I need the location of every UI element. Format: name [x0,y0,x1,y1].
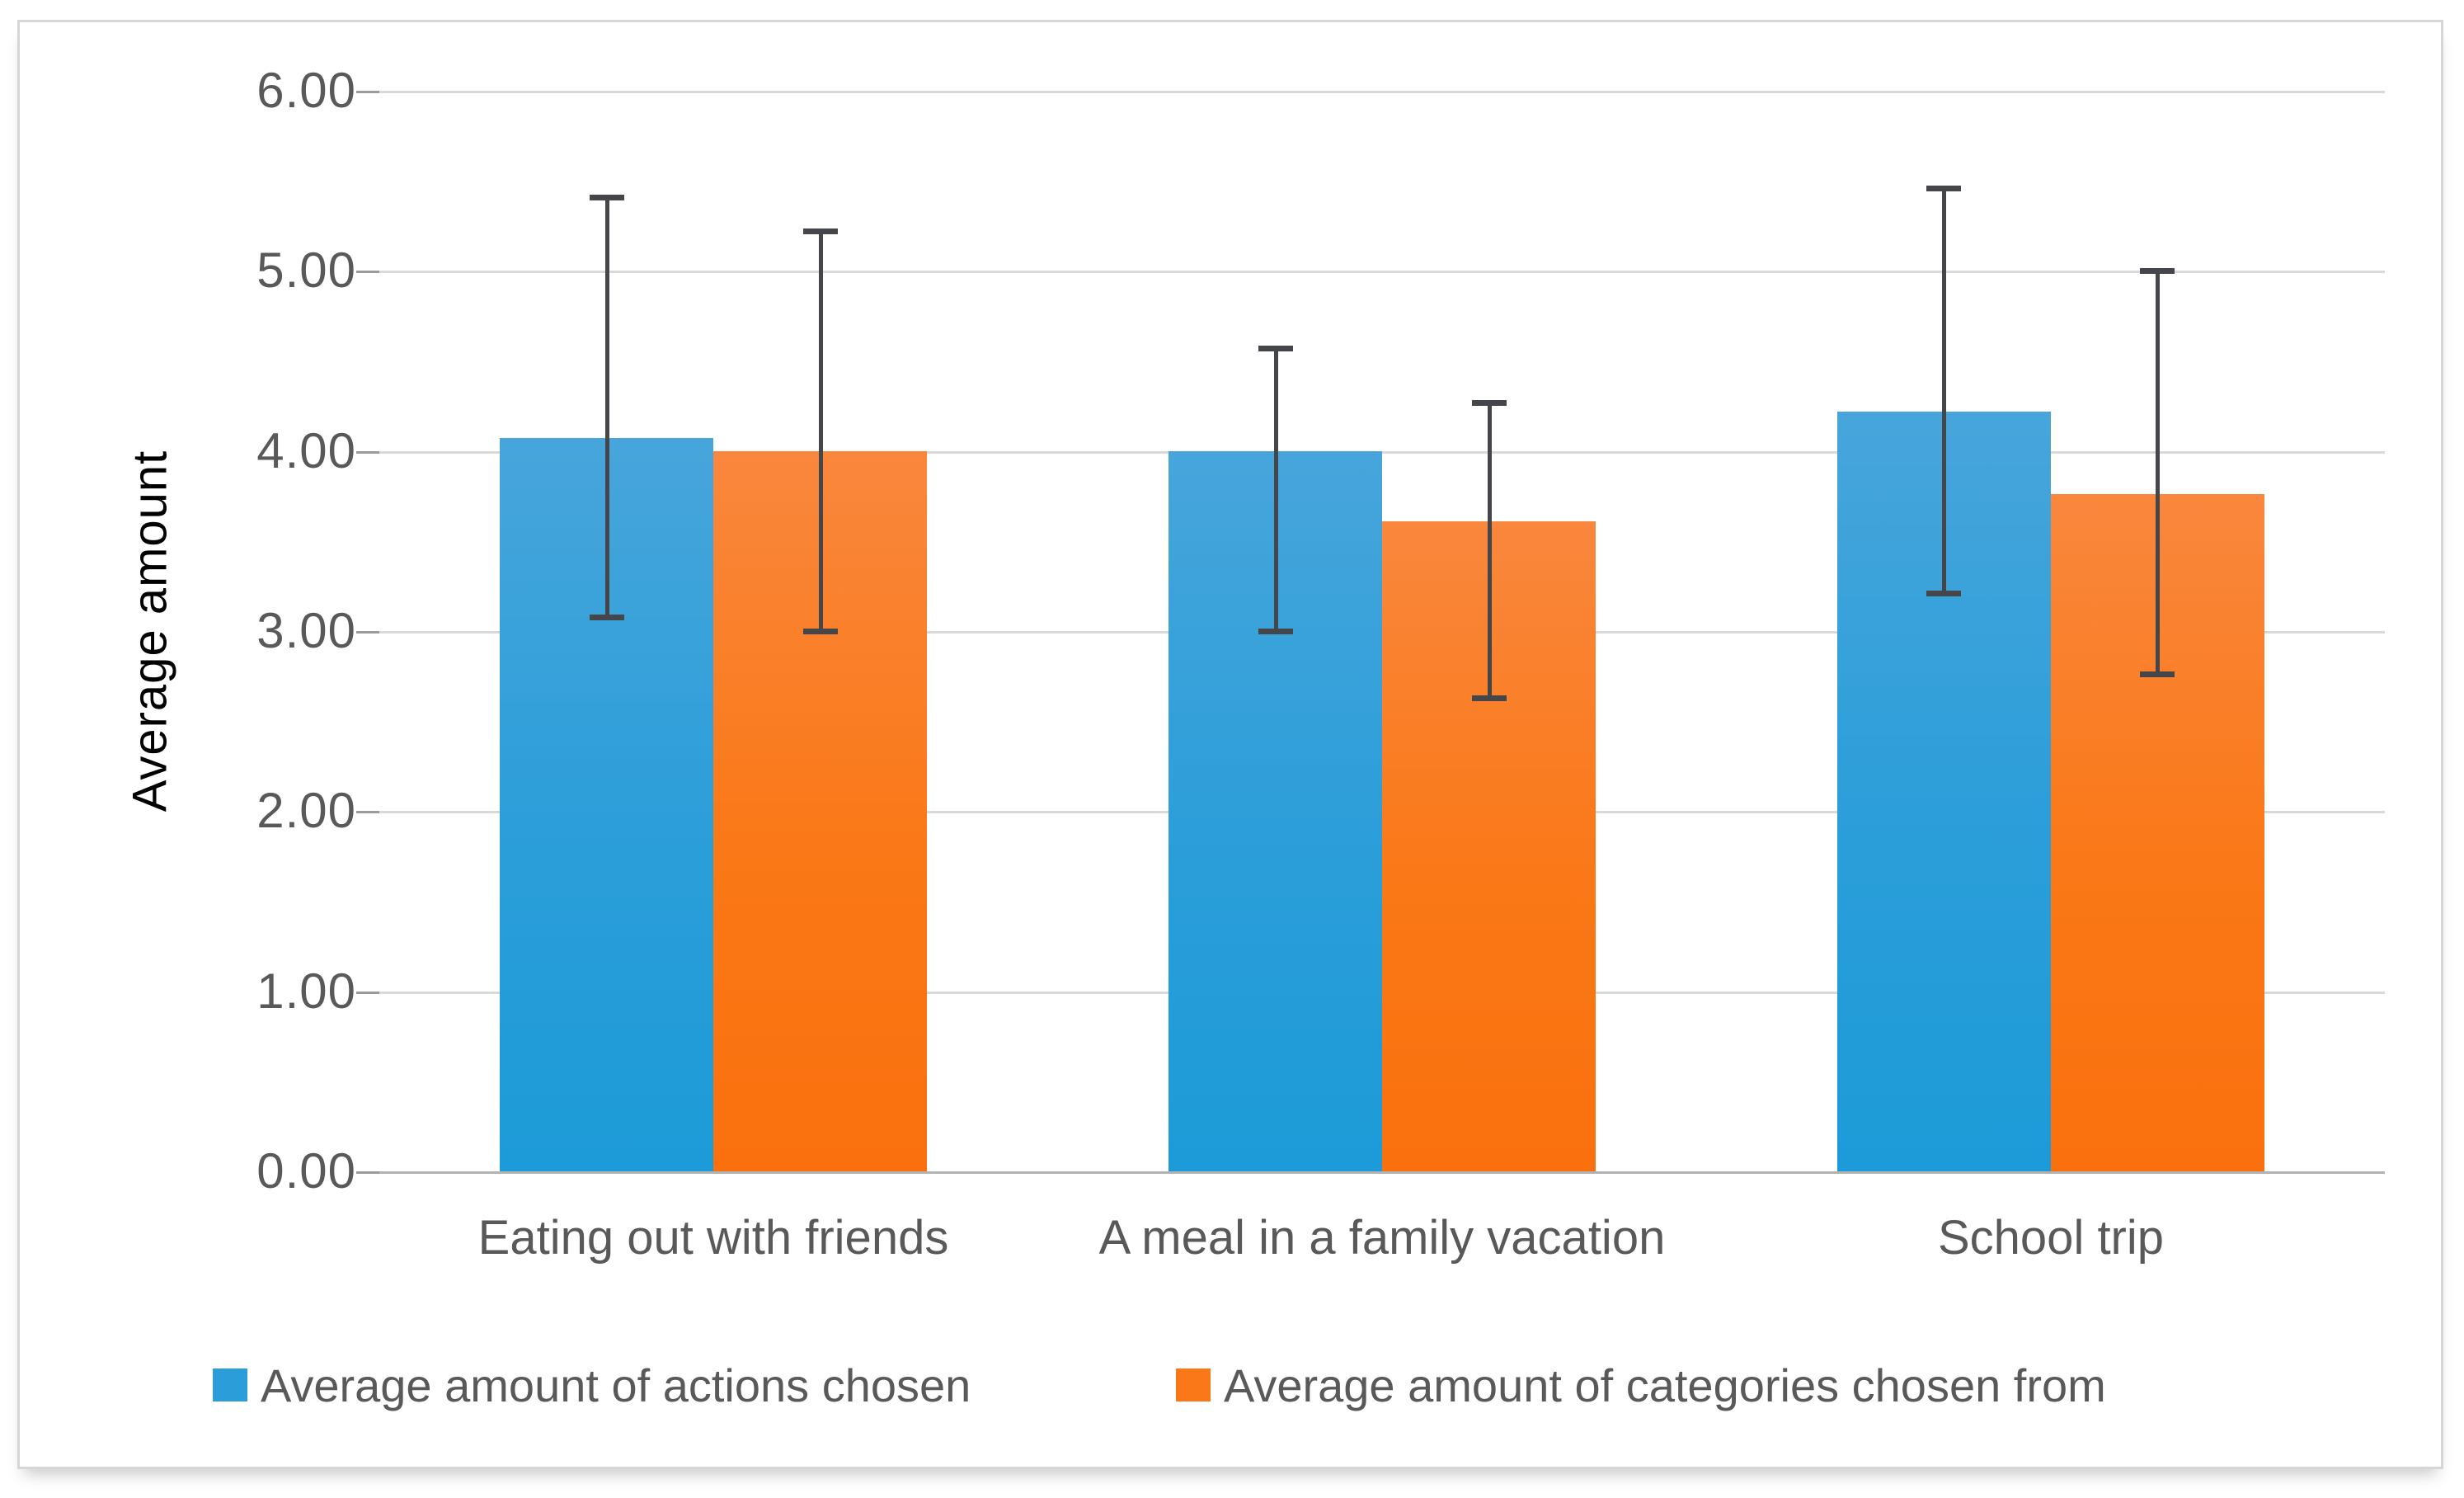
y-axis-tick [356,451,379,454]
gridline [379,451,2385,454]
y-tick-label: 4.00 [256,423,356,478]
error-bar [1942,188,1946,593]
y-axis-tick [356,271,379,273]
error-bar [1488,403,1492,698]
y-axis-tick [356,1171,379,1174]
legend-label: Average amount of categories chosen from [1224,1359,2106,1411]
y-tick-label: 5.00 [256,243,356,298]
y-axis-tick [356,631,379,634]
error-bar [605,197,609,617]
error-bar [1274,348,1278,631]
y-axis-title: Average amount [123,450,177,813]
gridline [379,91,2385,93]
error-bar [819,231,823,631]
legend-swatch-actions [213,1368,247,1401]
category-label: A meal in a family vacation [1098,1211,1666,1265]
y-axis-tick [356,811,379,813]
gridline [379,271,2385,273]
error-bar-cap [1258,629,1293,634]
error-bar-cap [1258,346,1293,351]
y-axis-tick [356,91,379,93]
error-bar-cap [1472,400,1507,406]
legend-label: Average amount of actions chosen [261,1359,971,1411]
error-bar [2156,271,2160,674]
error-bar-cap [803,629,838,634]
error-bar-cap [590,615,624,620]
legend-item: Average amount of categories chosen from [1176,1359,2106,1411]
y-tick-label: 3.00 [256,603,356,658]
y-tick-label: 0.00 [256,1143,356,1199]
error-bar-cap [803,228,838,234]
y-tick-label: 1.00 [256,963,356,1019]
error-bar-cap [2140,671,2175,677]
error-bar-cap [1926,591,1961,596]
chart-figure: 0.00 1.00 2.00 3.00 4.00 5.00 6.00 Eating out w… [17,20,2443,1469]
legend-item: Average amount of actions chosen [213,1359,971,1411]
category-label: School trip [1937,1211,2165,1265]
legend-swatch-categories [1176,1368,1211,1401]
error-bar-cap [590,195,624,200]
category-label: Eating out with friends [477,1211,949,1265]
error-bar-cap [1472,695,1507,701]
y-tick-label: 2.00 [256,783,356,838]
y-axis-tick [356,992,379,994]
x-axis-line [379,1171,2385,1174]
error-bar-cap [1926,186,1961,191]
error-bar-cap [2140,268,2175,274]
y-tick-label: 6.00 [256,63,356,118]
